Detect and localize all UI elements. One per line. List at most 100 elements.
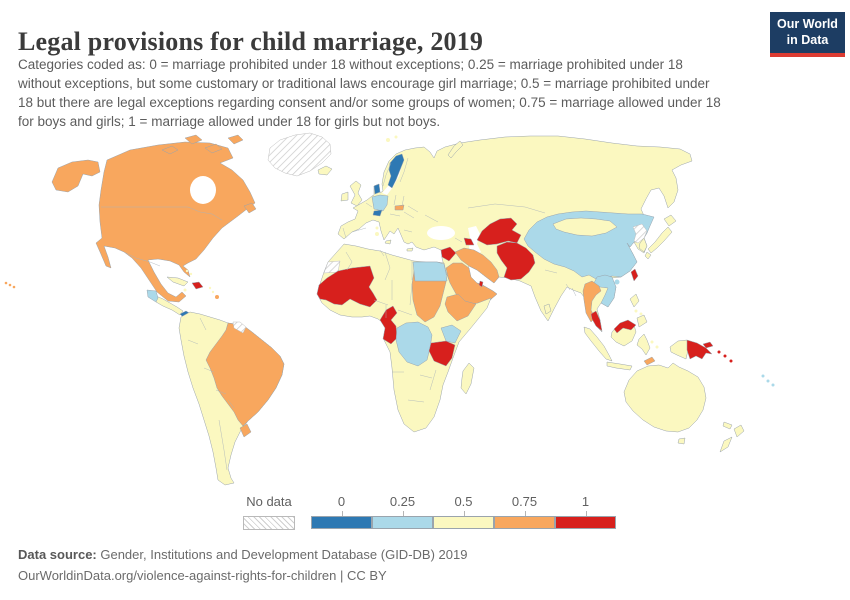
region-svalbard[interactable]: [386, 138, 390, 142]
region-solomon-islands[interactable]: [717, 350, 721, 354]
region-ethiopia[interactable]: [444, 293, 477, 322]
region-papua-new-guinea[interactable]: [702, 341, 714, 349]
region-germany[interactable]: [371, 194, 389, 212]
region-japan[interactable]: [647, 226, 673, 254]
legend-swatch-1[interactable]: [555, 516, 616, 529]
region-malay-peninsula[interactable]: [590, 310, 603, 332]
region-denmark[interactable]: [373, 183, 381, 195]
region-trinidad[interactable]: [215, 295, 219, 299]
region-new-caledonia[interactable]: [722, 421, 733, 430]
region-arctic-islands[interactable]: [227, 134, 244, 145]
region-madagascar[interactable]: [460, 362, 475, 395]
region-arctic-islands[interactable]: [184, 134, 203, 145]
region-north-america[interactable]: [95, 141, 256, 303]
legend-swatch-0.5[interactable]: [433, 516, 494, 529]
region-indonesia[interactable]: [583, 326, 613, 362]
region-afghanistan-pakistan[interactable]: [496, 241, 536, 281]
region-vanuatu-fiji[interactable]: [761, 374, 765, 378]
region-mediterranean-islands[interactable]: [384, 239, 392, 245]
region-alaska[interactable]: [51, 159, 101, 193]
region-uruguay[interactable]: [239, 423, 252, 438]
legend-bin: 0.75: [494, 494, 555, 529]
region-indonesia[interactable]: [669, 339, 689, 360]
region-iceland[interactable]: [317, 165, 333, 176]
region-arctic-islands[interactable]: [161, 145, 179, 155]
region-philippines[interactable]: [639, 312, 643, 316]
region-japan[interactable]: [644, 251, 652, 260]
region-switzerland[interactable]: [372, 209, 383, 217]
map-legend: No data 0 0.25 0.5 0.75 1: [0, 494, 850, 534]
region-philippines[interactable]: [629, 293, 640, 308]
region-new-zealand[interactable]: [719, 436, 733, 453]
region-slovakia[interactable]: [394, 204, 405, 211]
region-kenya[interactable]: [440, 324, 462, 344]
region-arctic-islands[interactable]: [204, 143, 223, 154]
region-lesser-antilles[interactable]: [211, 290, 215, 294]
region-mediterranean-islands[interactable]: [406, 247, 414, 252]
legend-swatch-0.25[interactable]: [372, 516, 433, 529]
region-thailand[interactable]: [582, 280, 602, 323]
region-egypt[interactable]: [412, 261, 448, 282]
region-hawaii[interactable]: [4, 281, 8, 285]
region-uk[interactable]: [349, 180, 363, 207]
region-newfoundland[interactable]: [243, 202, 257, 214]
region-indonesia[interactable]: [655, 345, 659, 349]
region-guianas[interactable]: [232, 321, 247, 334]
region-hainan[interactable]: [614, 279, 620, 285]
region-tasmania[interactable]: [677, 437, 686, 445]
region-papua-new-guinea[interactable]: [686, 339, 713, 360]
region-sweden[interactable]: [387, 153, 405, 189]
region-timor[interactable]: [643, 356, 656, 366]
region-central-asia[interactable]: [476, 217, 522, 246]
region-mediterranean-islands[interactable]: [375, 232, 379, 236]
region-hawaii[interactable]: [8, 283, 12, 287]
region-indonesia[interactable]: [606, 361, 633, 371]
region-cameroon-gabon[interactable]: [379, 305, 398, 345]
region-philippines[interactable]: [634, 309, 638, 313]
region-hispaniola[interactable]: [191, 281, 204, 290]
region-malaysian-borneo[interactable]: [613, 319, 637, 334]
region-philippines[interactable]: [636, 314, 648, 328]
region-vanuatu-fiji[interactable]: [766, 379, 770, 383]
region-mediterranean-islands[interactable]: [375, 226, 379, 230]
region-new-zealand[interactable]: [733, 424, 745, 438]
legend-nodata-swatch[interactable]: [243, 516, 295, 530]
region-west-africa[interactable]: [316, 265, 378, 308]
region-vanuatu-fiji[interactable]: [771, 383, 775, 387]
region-azerbaijan[interactable]: [463, 237, 475, 246]
citation-line[interactable]: OurWorldinData.org/violence-against-righ…: [18, 567, 387, 583]
region-lesser-antilles[interactable]: [208, 286, 212, 290]
region-iran[interactable]: [454, 247, 500, 284]
region-japan[interactable]: [663, 214, 677, 227]
region-bahamas[interactable]: [189, 272, 193, 276]
region-novaya-zemlya[interactable]: [447, 140, 464, 159]
region-indonesia[interactable]: [636, 333, 651, 356]
region-ireland[interactable]: [340, 191, 349, 202]
region-jamaica[interactable]: [183, 288, 187, 292]
region-taiwan[interactable]: [630, 268, 639, 282]
region-cuba[interactable]: [166, 276, 189, 287]
region-south-korea[interactable]: [638, 237, 648, 253]
legend-bin-label: 0.5: [454, 494, 473, 509]
region-mongolia[interactable]: [552, 217, 618, 237]
region-hawaii[interactable]: [12, 285, 16, 289]
region-greenland[interactable]: [267, 132, 332, 177]
legend-tick: [585, 511, 587, 516]
region-svalbard[interactable]: [394, 135, 398, 139]
region-tanzania[interactable]: [428, 340, 456, 367]
legend-swatch-0[interactable]: [311, 516, 372, 529]
region-solomon-islands[interactable]: [723, 354, 727, 358]
region-guatemala[interactable]: [146, 289, 159, 303]
legend-swatch-0.75[interactable]: [494, 516, 555, 529]
region-drc[interactable]: [395, 321, 433, 367]
owid-logo[interactable]: Our World in Data: [770, 12, 845, 57]
legend-bin: 0: [311, 494, 372, 529]
region-qatar[interactable]: [478, 280, 484, 288]
region-australia[interactable]: [623, 362, 707, 433]
region-indonesia[interactable]: [650, 340, 654, 344]
region-syria[interactable]: [440, 246, 457, 262]
region-sri-lanka[interactable]: [543, 303, 552, 315]
data-source-text: Gender, Institutions and Development Dat…: [96, 547, 468, 562]
region-solomon-islands[interactable]: [729, 359, 733, 363]
region-bahamas[interactable]: [185, 269, 189, 273]
